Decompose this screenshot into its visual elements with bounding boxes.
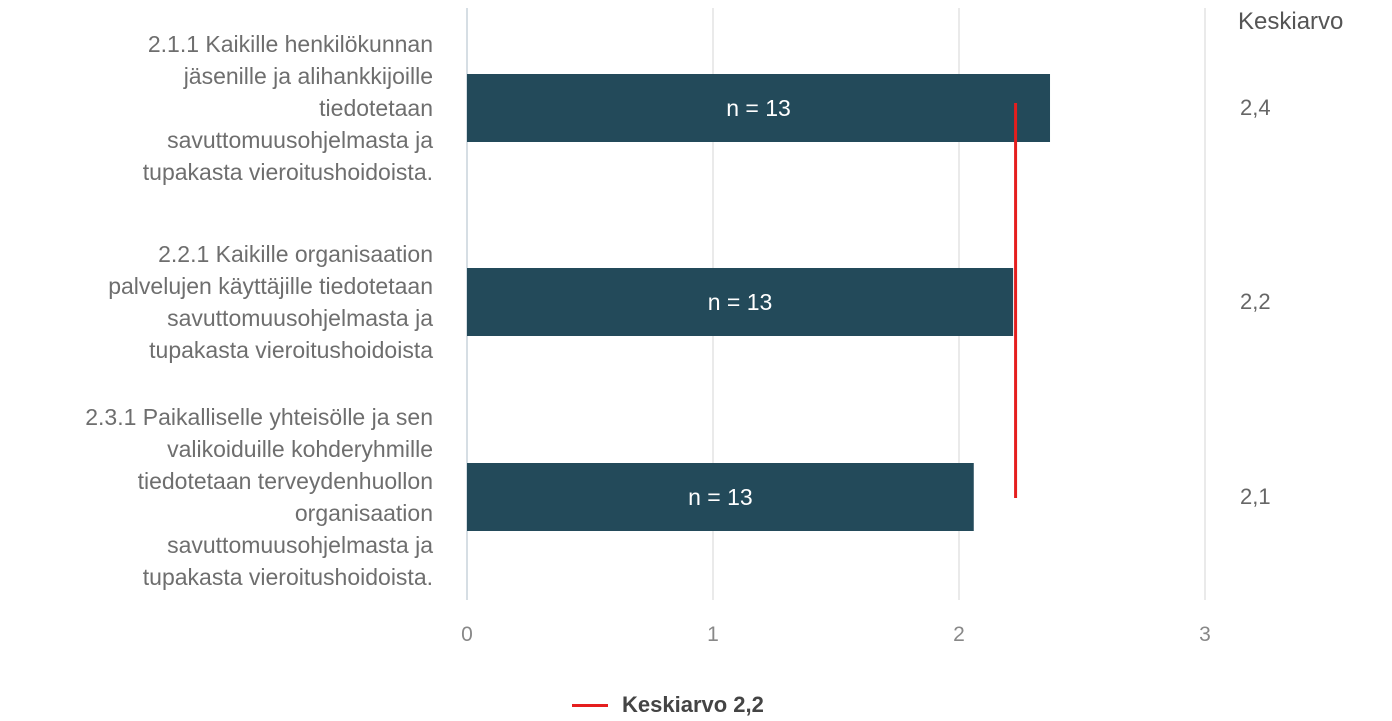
mean-column-header: Keskiarvo	[1238, 8, 1344, 35]
bar-1	[467, 74, 1051, 142]
bar-label: n = 13	[708, 289, 773, 315]
category-label-line: tiedotetaan terveydenhuollon	[137, 468, 433, 494]
category-label-line: 2.3.1 Paikalliselle yhteisölle ja sen	[85, 404, 433, 430]
bar-3	[467, 463, 974, 531]
legend-swatch	[572, 703, 608, 707]
category-label-line: 2.2.1 Kaikille organisaation	[158, 241, 433, 267]
category-label-line: palvelujen käyttäjille tiedotetaan	[108, 273, 433, 299]
x-tick-label: 1	[707, 623, 719, 646]
category-label-line: organisaation	[294, 500, 433, 526]
category-label-line: 2.1.1 Kaikille henkilökunnan	[147, 31, 433, 57]
bar-label: n = 13	[726, 95, 791, 121]
category-label-line: tupakasta vieroitushoidoista.	[142, 159, 433, 185]
legend: Keskiarvo 2,2	[572, 692, 764, 718]
category-label-line: tiedotetaan	[319, 95, 433, 121]
bar-label: n = 13	[688, 484, 753, 510]
category-label-line: jäsenille ja alihankkijoille	[183, 63, 433, 89]
category-label: 2.3.1 Paikalliselle yhteisölle ja sen val…	[0, 401, 433, 593]
bar-2	[467, 268, 1014, 336]
legend-label: Keskiarvo 2,2	[622, 692, 764, 717]
category-label: 2.2.1 Kaikille organisaation palvelujen k…	[0, 238, 433, 366]
category-label-line: valikoiduille kohderyhmille	[167, 436, 433, 462]
x-tick-label: 3	[1199, 623, 1211, 646]
x-tick-label: 2	[953, 623, 965, 646]
category-label-line: savuttomuusohjelmasta ja	[167, 305, 433, 331]
category-label-line: tupakasta vieroitushoidoista.	[142, 564, 433, 590]
category-label: 2.1.1 Kaikille henkilökunnan jäsenille ja…	[0, 28, 433, 188]
category-label-line: savuttomuusohjelmasta ja	[167, 532, 433, 558]
mean-value: 2,2	[1240, 289, 1271, 314]
category-label-line: savuttomuusohjelmasta ja	[167, 127, 433, 153]
x-tick-label: 0	[461, 623, 473, 646]
mean-value: 2,1	[1240, 484, 1271, 509]
mean-value: 2,4	[1240, 95, 1271, 120]
category-label-line: tupakasta vieroitushoidoista	[149, 337, 433, 363]
